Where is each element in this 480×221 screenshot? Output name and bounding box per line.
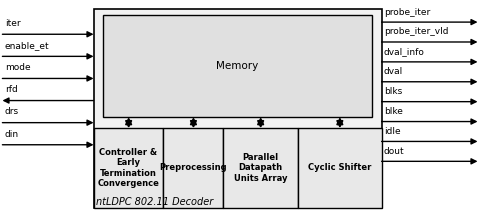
Text: iter: iter bbox=[5, 19, 21, 28]
Text: probe_iter: probe_iter bbox=[384, 8, 430, 17]
Bar bbox=[94, 128, 163, 208]
Bar bbox=[94, 9, 382, 208]
Bar bbox=[103, 15, 372, 117]
Text: Cyclic Shifter: Cyclic Shifter bbox=[308, 164, 372, 172]
Text: probe_iter_vld: probe_iter_vld bbox=[384, 27, 448, 36]
Text: ntLDPC 802.11 Decoder: ntLDPC 802.11 Decoder bbox=[96, 197, 213, 207]
Bar bbox=[163, 128, 223, 208]
Text: Parallel
Datapath
Units Array: Parallel Datapath Units Array bbox=[234, 153, 287, 183]
Bar bbox=[298, 128, 382, 208]
Text: drs: drs bbox=[5, 107, 19, 116]
Text: blke: blke bbox=[384, 107, 403, 116]
Text: Controller &
Early
Termination
Convergence: Controller & Early Termination Convergen… bbox=[97, 148, 159, 188]
Text: dval_info: dval_info bbox=[384, 47, 425, 56]
Text: enable_et: enable_et bbox=[5, 41, 49, 50]
Text: Preprocessing: Preprocessing bbox=[159, 164, 227, 172]
Text: blks: blks bbox=[384, 87, 402, 96]
Text: idle: idle bbox=[384, 127, 401, 136]
Bar bbox=[223, 128, 298, 208]
Text: mode: mode bbox=[5, 63, 30, 72]
Text: Memory: Memory bbox=[216, 61, 259, 71]
Text: din: din bbox=[5, 130, 19, 139]
Text: dval: dval bbox=[384, 67, 403, 76]
Text: rfd: rfd bbox=[5, 85, 18, 94]
Text: dout: dout bbox=[384, 147, 405, 156]
